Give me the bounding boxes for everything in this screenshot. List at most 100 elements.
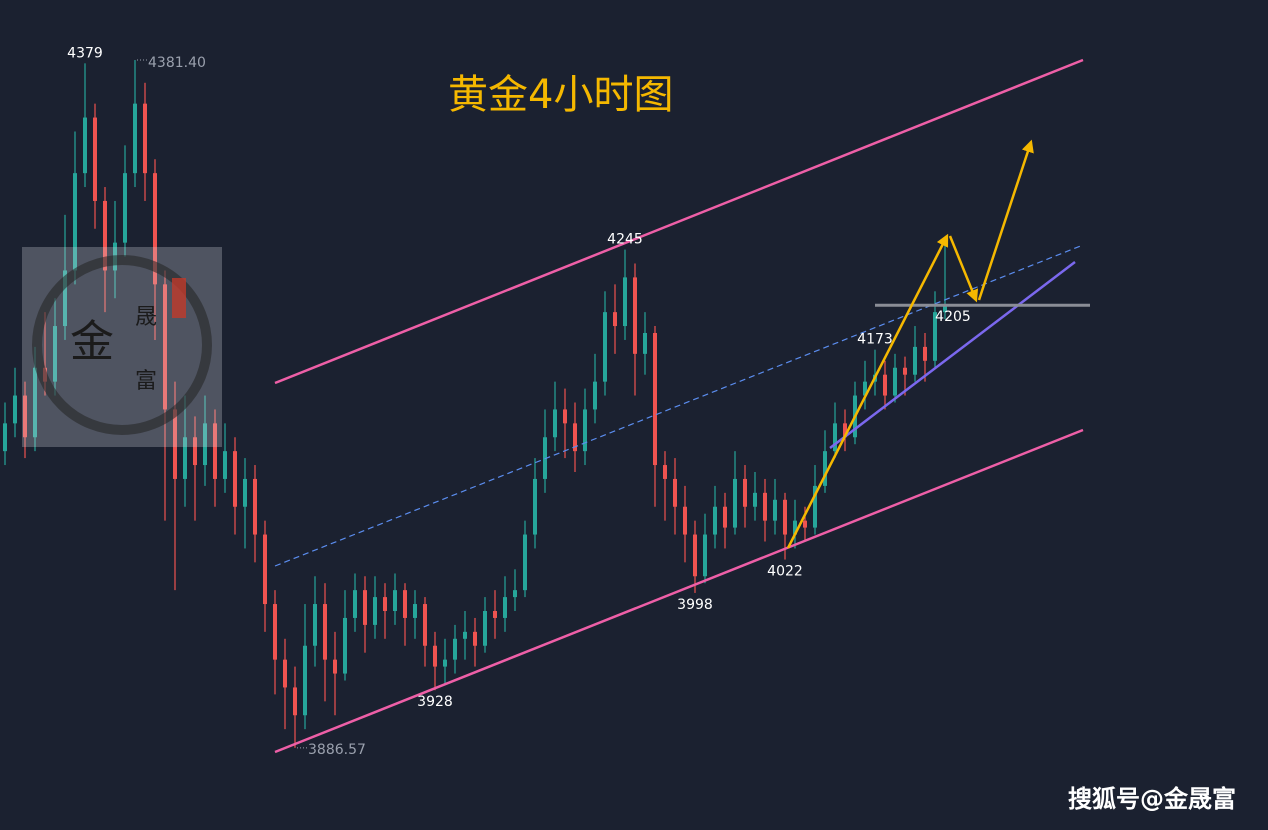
- candle-body: [893, 367, 897, 396]
- candle-body: [673, 478, 677, 507]
- candle-body: [23, 395, 27, 438]
- candle-body: [333, 659, 337, 674]
- candle-body: [823, 451, 827, 486]
- candle-body: [783, 499, 787, 535]
- candle-body: [723, 506, 727, 528]
- candle-body: [933, 312, 937, 361]
- candle-body: [793, 520, 797, 535]
- candle-body: [773, 499, 777, 521]
- candle-body: [443, 659, 447, 667]
- candle-body: [843, 423, 847, 438]
- candle-body: [743, 478, 747, 507]
- candle-body: [733, 478, 737, 528]
- candle-body: [463, 631, 467, 639]
- candle-body: [603, 312, 607, 382]
- candle-body: [613, 312, 617, 327]
- candle-body: [593, 381, 597, 410]
- candle-body: [353, 590, 357, 618]
- candle-body: [283, 659, 287, 688]
- candle-body: [833, 423, 837, 452]
- candle-body: [183, 437, 187, 479]
- candle-body: [423, 604, 427, 646]
- channel-upper: [274, 58, 1084, 385]
- candle-body: [913, 346, 917, 375]
- candle-body: [433, 645, 437, 667]
- logo-box: [22, 247, 222, 447]
- candle-body: [373, 597, 377, 625]
- candle-body: [73, 173, 77, 271]
- candle-body: [263, 534, 267, 605]
- logo-ring: [32, 255, 212, 435]
- candles: [3, 60, 947, 748]
- candle-body: [3, 423, 7, 452]
- candle-body: [103, 200, 107, 271]
- candle-body: [513, 590, 517, 598]
- candle-body: [393, 590, 397, 611]
- candle-body: [243, 478, 247, 507]
- price-label: 4381.40: [148, 55, 206, 71]
- price-label: 3998: [677, 597, 713, 613]
- candle-body: [703, 534, 707, 577]
- candle-body: [83, 117, 87, 174]
- candle-body: [573, 423, 577, 452]
- candle-body: [153, 173, 157, 285]
- candle-body: [403, 590, 407, 618]
- logo-char: 富: [135, 369, 157, 394]
- candle-body: [413, 604, 417, 618]
- candle-body: [233, 451, 237, 507]
- candle-body: [923, 346, 927, 361]
- trend-line: [829, 261, 1076, 449]
- candle-body: [313, 604, 317, 646]
- candle-body: [93, 117, 97, 201]
- candle-body: [863, 381, 867, 396]
- candle-body: [133, 103, 137, 174]
- candle-body: [323, 604, 327, 660]
- candle-body: [583, 409, 587, 452]
- candle-body: [633, 277, 637, 354]
- candle-body: [33, 367, 37, 438]
- candle-body: [563, 409, 567, 424]
- candle-body: [253, 478, 257, 535]
- logo-char: 金: [70, 317, 114, 368]
- candle-body: [623, 277, 627, 327]
- candle-body: [903, 367, 907, 375]
- candle-body: [63, 270, 67, 327]
- candle-body: [473, 631, 477, 646]
- logo: 金 晟 富: [22, 247, 222, 447]
- price-label: 3886.57: [308, 742, 366, 758]
- candle-body: [883, 374, 887, 396]
- price-label: 4022: [767, 564, 803, 580]
- candle-body: [753, 492, 757, 507]
- candle-body: [123, 173, 127, 243]
- candle-body: [663, 465, 667, 479]
- candle-body: [693, 534, 697, 577]
- candle-body: [273, 604, 277, 660]
- candle-body: [713, 506, 717, 535]
- price-label: 4379: [67, 45, 103, 61]
- candle-body: [643, 332, 647, 354]
- candle-body: [483, 610, 487, 646]
- candle-body: [503, 597, 507, 618]
- candle-body: [683, 506, 687, 535]
- candle-body: [383, 597, 387, 611]
- channel-mid: [274, 244, 1084, 567]
- watermark: 搜狐号@金晟富: [1068, 785, 1236, 813]
- candle-body: [343, 617, 347, 674]
- logo-char: 晟: [135, 305, 157, 330]
- chart-title: 黄金4小时图: [448, 72, 673, 118]
- candle-body: [363, 590, 367, 625]
- candle-body: [453, 638, 457, 660]
- channel-lower: [274, 428, 1084, 754]
- candle-body: [493, 610, 497, 618]
- candle-body: [13, 395, 17, 424]
- price-label: 4173: [857, 332, 893, 348]
- logo-seal: [172, 278, 186, 318]
- candle-body: [293, 687, 297, 716]
- price-label: 3928: [417, 694, 453, 710]
- candle-body: [803, 520, 807, 528]
- candle-body: [193, 437, 197, 466]
- candle-body: [53, 326, 57, 382]
